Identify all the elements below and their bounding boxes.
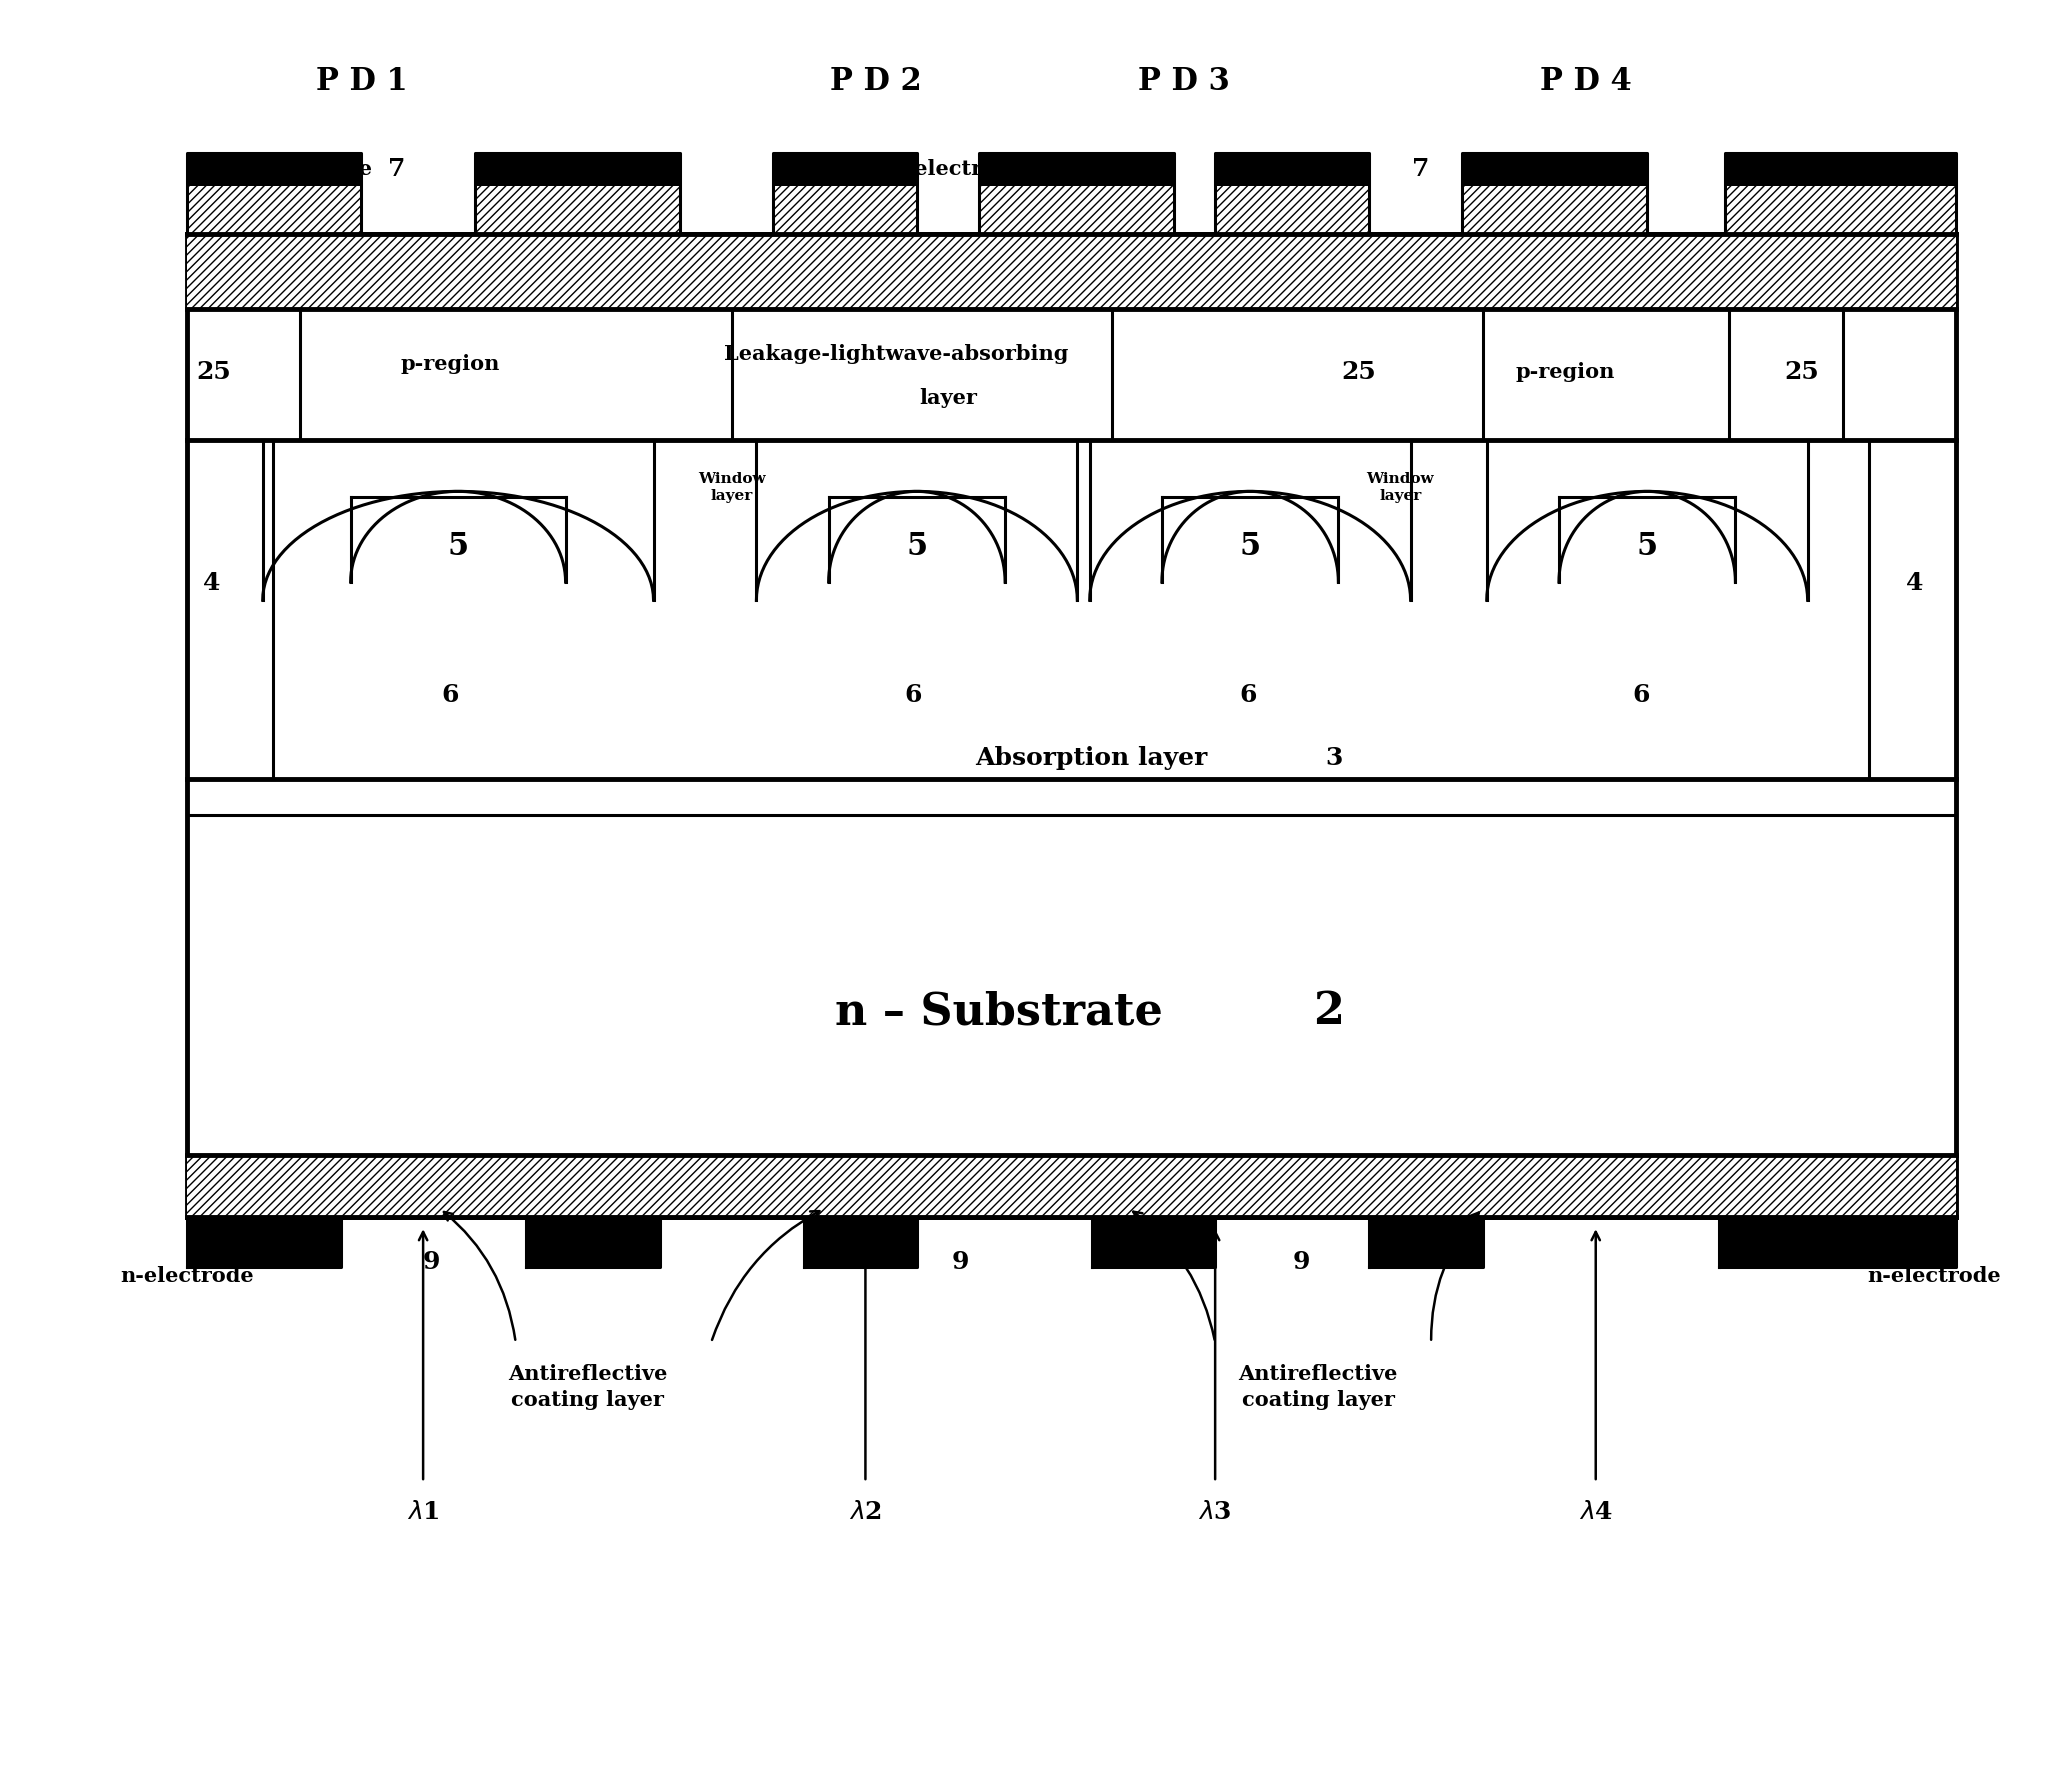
Bar: [187, 1218, 340, 1268]
Text: $\lambda$4: $\lambda$4: [1578, 1501, 1613, 1524]
Bar: [1092, 1155, 1215, 1218]
Text: 3: 3: [1327, 745, 1343, 770]
Bar: [474, 186, 680, 235]
Text: 25: 25: [1341, 360, 1376, 383]
Text: 20: 20: [1259, 158, 1294, 181]
Text: P D 4: P D 4: [1539, 66, 1632, 97]
Bar: [187, 235, 1955, 310]
Bar: [1463, 154, 1648, 186]
Bar: [187, 1155, 340, 1218]
Text: 8: 8: [1413, 1227, 1430, 1250]
Text: $\lambda$2: $\lambda$2: [849, 1501, 882, 1524]
Bar: [187, 235, 1955, 1218]
Text: 8: 8: [851, 1227, 867, 1250]
Bar: [978, 186, 1174, 235]
Bar: [187, 1155, 1955, 1218]
Bar: [772, 154, 917, 186]
Text: 9: 9: [422, 1250, 441, 1273]
Text: n-electrode: n-electrode: [1866, 1266, 2000, 1286]
Text: 25: 25: [196, 360, 231, 383]
Bar: [474, 154, 680, 186]
Text: 4: 4: [202, 571, 220, 595]
Text: 7: 7: [816, 158, 832, 181]
Text: 8: 8: [1802, 1227, 1821, 1250]
Text: 2: 2: [1312, 990, 1343, 1033]
Text: layer: layer: [919, 389, 976, 408]
Text: 9: 9: [1294, 1250, 1310, 1273]
Text: 8: 8: [218, 1227, 237, 1250]
Text: 6: 6: [441, 682, 459, 707]
Text: p-electrode: p-electrode: [239, 159, 373, 179]
Text: 8: 8: [579, 1227, 597, 1250]
Text: 5: 5: [906, 532, 927, 562]
Bar: [803, 1155, 917, 1218]
Text: n – Substrate: n – Substrate: [834, 990, 1164, 1033]
Text: p-region: p-region: [400, 355, 501, 374]
Text: Window
layer: Window layer: [1366, 473, 1434, 503]
Text: 6: 6: [1240, 682, 1257, 707]
Text: 5: 5: [447, 532, 470, 562]
Text: 7: 7: [1084, 158, 1100, 181]
Bar: [1370, 1218, 1483, 1268]
Text: P D 1: P D 1: [315, 66, 408, 97]
Bar: [1370, 1155, 1483, 1218]
Text: 4: 4: [1906, 571, 1924, 595]
Text: 20: 20: [556, 158, 591, 181]
Bar: [1726, 154, 1955, 186]
Bar: [1215, 186, 1370, 235]
Text: 25: 25: [1784, 360, 1819, 383]
Bar: [187, 154, 360, 186]
Text: 5: 5: [1240, 532, 1261, 562]
Bar: [1092, 1218, 1215, 1268]
Text: 7: 7: [1413, 158, 1430, 181]
Text: P D 3: P D 3: [1139, 66, 1230, 97]
Text: p-region: p-region: [1516, 362, 1615, 381]
Bar: [803, 1218, 917, 1268]
Text: Antireflective
coating layer: Antireflective coating layer: [509, 1365, 667, 1411]
Text: p-electrode: p-electrode: [892, 159, 1024, 179]
Text: 6: 6: [1632, 682, 1650, 707]
Text: 8: 8: [1139, 1227, 1156, 1250]
Text: Antireflective
coating layer: Antireflective coating layer: [1238, 1365, 1397, 1411]
Bar: [1215, 154, 1370, 186]
Text: 7: 7: [387, 158, 406, 181]
Bar: [978, 154, 1174, 186]
Text: P D 2: P D 2: [830, 66, 921, 97]
Bar: [525, 1218, 659, 1268]
Bar: [1463, 186, 1648, 235]
Text: Window
layer: Window layer: [698, 473, 766, 503]
Bar: [525, 1155, 659, 1218]
Bar: [1726, 186, 1955, 235]
Text: 9: 9: [952, 1250, 968, 1273]
Text: $\lambda$3: $\lambda$3: [1199, 1501, 1232, 1524]
Text: $\lambda$1: $\lambda$1: [406, 1501, 439, 1524]
Text: 5: 5: [1636, 532, 1658, 562]
Text: 6: 6: [904, 682, 921, 707]
Bar: [1720, 1218, 1955, 1268]
Bar: [187, 186, 360, 235]
Text: n-electrode: n-electrode: [122, 1266, 253, 1286]
Text: Absorption layer: Absorption layer: [976, 745, 1207, 770]
Text: Leakage-lightwave-absorbing: Leakage-lightwave-absorbing: [725, 344, 1069, 364]
Bar: [1720, 1155, 1955, 1218]
Bar: [772, 186, 917, 235]
